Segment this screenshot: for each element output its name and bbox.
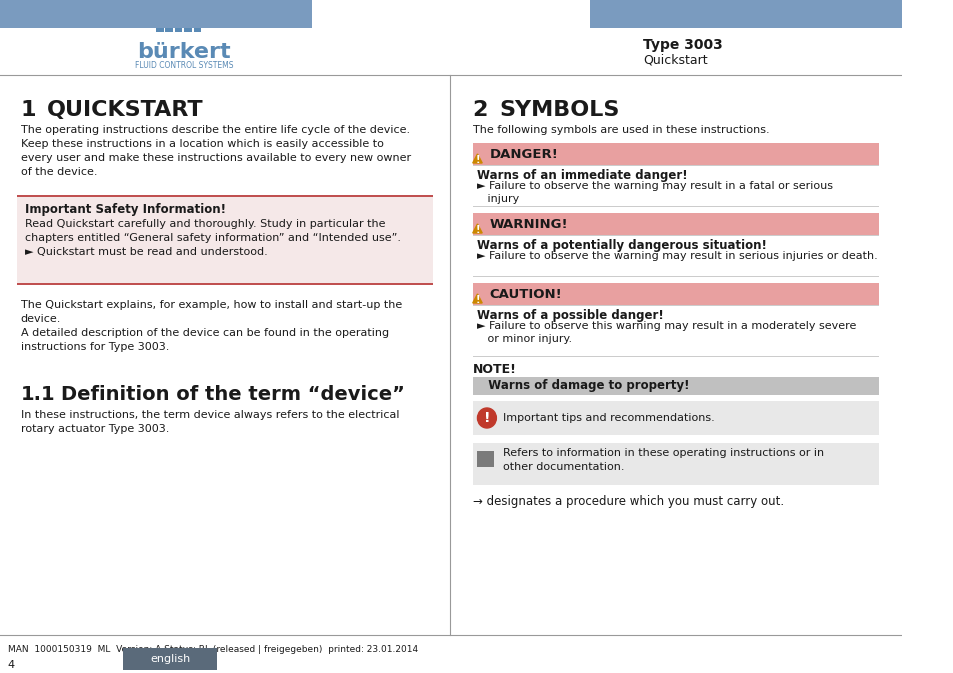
Bar <box>17 195 433 197</box>
Polygon shape <box>473 224 481 233</box>
Bar <box>17 283 433 285</box>
Text: QUICKSTART: QUICKSTART <box>48 100 204 120</box>
Text: !: ! <box>475 295 479 305</box>
Text: FLUID CONTROL SYSTEMS: FLUID CONTROL SYSTEMS <box>135 61 233 69</box>
Text: → designates a procedure which you must carry out.: → designates a procedure which you must … <box>473 495 783 508</box>
Text: ► Failure to observe the warning may result in a fatal or serious
   injury: ► Failure to observe the warning may res… <box>476 181 832 204</box>
Text: NOTE!: NOTE! <box>473 363 517 376</box>
Text: WARNING!: WARNING! <box>489 217 568 230</box>
Bar <box>473 401 879 435</box>
Text: Refers to information in these operating instructions or in
other documentation.: Refers to information in these operating… <box>502 448 823 472</box>
Bar <box>473 356 879 357</box>
Circle shape <box>476 408 496 428</box>
Bar <box>473 235 879 277</box>
Text: Important tips and recommendations.: Important tips and recommendations. <box>502 413 714 423</box>
Text: 1.1: 1.1 <box>21 385 55 404</box>
Bar <box>473 305 879 357</box>
Text: The following symbols are used in these instructions.: The following symbols are used in these … <box>473 125 768 135</box>
Bar <box>589 0 901 28</box>
Text: Important Safety Information!: Important Safety Information! <box>25 203 225 216</box>
Bar <box>473 143 879 165</box>
Bar <box>473 165 879 207</box>
Bar <box>123 648 217 670</box>
Text: 1: 1 <box>21 100 36 120</box>
Bar <box>473 213 879 235</box>
Text: SYMBOLS: SYMBOLS <box>498 100 618 120</box>
Text: ► Failure to observe this warning may result in a moderately severe
   or minor : ► Failure to observe this warning may re… <box>476 321 855 344</box>
Text: In these instructions, the term device always refers to the electrical
rotary ac: In these instructions, the term device a… <box>21 410 399 434</box>
Text: Type 3003: Type 3003 <box>642 38 722 52</box>
Bar <box>473 165 879 166</box>
Text: The Quickstart explains, for example, how to install and start-up the
device.
A : The Quickstart explains, for example, ho… <box>21 300 401 352</box>
Polygon shape <box>473 294 481 303</box>
Polygon shape <box>473 154 481 163</box>
Bar <box>193 28 201 32</box>
Text: Read Quickstart carefully and thoroughly. Study in particular the
chapters entit: Read Quickstart carefully and thoroughly… <box>25 219 400 257</box>
Text: !: ! <box>475 155 479 165</box>
Bar <box>473 377 879 395</box>
Bar <box>473 443 879 485</box>
Bar <box>473 305 879 306</box>
Bar <box>473 276 879 277</box>
Text: 4: 4 <box>8 660 14 670</box>
Bar <box>473 206 879 207</box>
Text: 2: 2 <box>473 100 488 120</box>
Bar <box>473 235 879 236</box>
Text: MAN  1000150319  ML  Version: A Status: RL (released | freigegeben)  printed: 23: MAN 1000150319 ML Version: A Status: RL … <box>8 645 417 654</box>
Bar <box>174 28 182 32</box>
Text: !: ! <box>483 411 490 425</box>
Text: CAUTION!: CAUTION! <box>489 287 562 301</box>
Bar <box>0 0 312 28</box>
Text: The operating instructions describe the entire life cycle of the device.
Keep th: The operating instructions describe the … <box>21 125 411 177</box>
Bar <box>165 28 172 32</box>
Bar <box>17 195 433 285</box>
Text: Warns of an immediate danger!: Warns of an immediate danger! <box>476 169 686 182</box>
Text: Warns of a possible danger!: Warns of a possible danger! <box>476 309 662 322</box>
Text: !: ! <box>475 225 479 235</box>
Text: english: english <box>150 654 190 664</box>
Bar <box>184 28 192 32</box>
Bar <box>473 283 879 305</box>
Text: Warns of a potentially dangerous situation!: Warns of a potentially dangerous situati… <box>476 239 765 252</box>
Text: Definition of the term “device”: Definition of the term “device” <box>60 385 404 404</box>
Text: Warns of damage to property!: Warns of damage to property! <box>479 380 689 392</box>
Text: DANGER!: DANGER! <box>489 147 558 160</box>
Bar <box>476 451 494 467</box>
Text: ► Failure to observe the warning may result in serious injuries or death.: ► Failure to observe the warning may res… <box>476 251 877 261</box>
Text: bürkert: bürkert <box>137 42 231 62</box>
Text: Quickstart: Quickstart <box>642 53 707 67</box>
Bar <box>156 28 163 32</box>
